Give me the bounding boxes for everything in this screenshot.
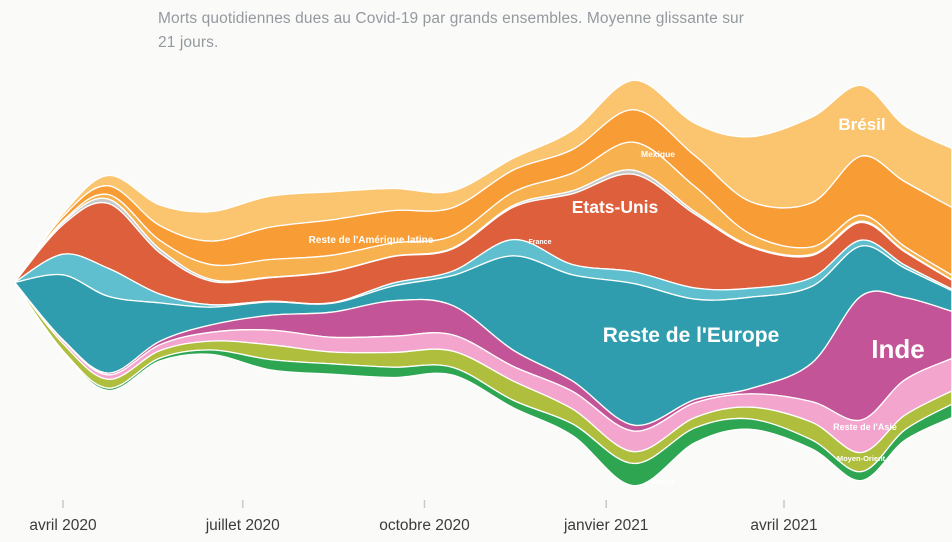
chart-title: Morts quotidiennes dues au Covid-19 par …	[158, 7, 744, 55]
series-label-france: France	[529, 239, 552, 246]
series-label-moyen-orient: Moyen-Orient	[837, 454, 886, 463]
axis-tick-label: avril 2020	[29, 517, 97, 534]
x-axis: avril 2020 juillet 2020 octobre 2020 janvie…	[29, 500, 818, 534]
chart-title-line1: Morts quotidiennes dues au Covid-19 par …	[158, 10, 745, 27]
series-label-afrique: Afrique	[649, 477, 675, 486]
series-label-inde: Inde	[871, 334, 924, 364]
series-label-mexique: Mexique	[641, 149, 675, 159]
chart-title-line2: 21 jours.	[158, 34, 219, 51]
series-label-reste-europe: Reste de l'Europe	[603, 324, 780, 347]
series-label-reste-amerique-latine: Reste de l'Amérique latine	[309, 235, 434, 246]
series-label-bresil: Brésil	[838, 115, 885, 134]
axis-tick-label: janvier 2021	[563, 517, 648, 534]
stream-areas	[14, 79, 952, 487]
series-label-reste-asie: Reste de l'Asie	[833, 422, 897, 432]
axis-tick-label: avril 2021	[750, 517, 817, 534]
axis-tick-label: octobre 2020	[379, 517, 470, 534]
series-labels: Brésil Mexique Etats-Unis Reste de l'Amériq…	[309, 115, 925, 486]
axis-tick-label: juillet 2020	[205, 517, 280, 534]
series-label-etats-unis: Etats-Unis	[572, 197, 659, 217]
